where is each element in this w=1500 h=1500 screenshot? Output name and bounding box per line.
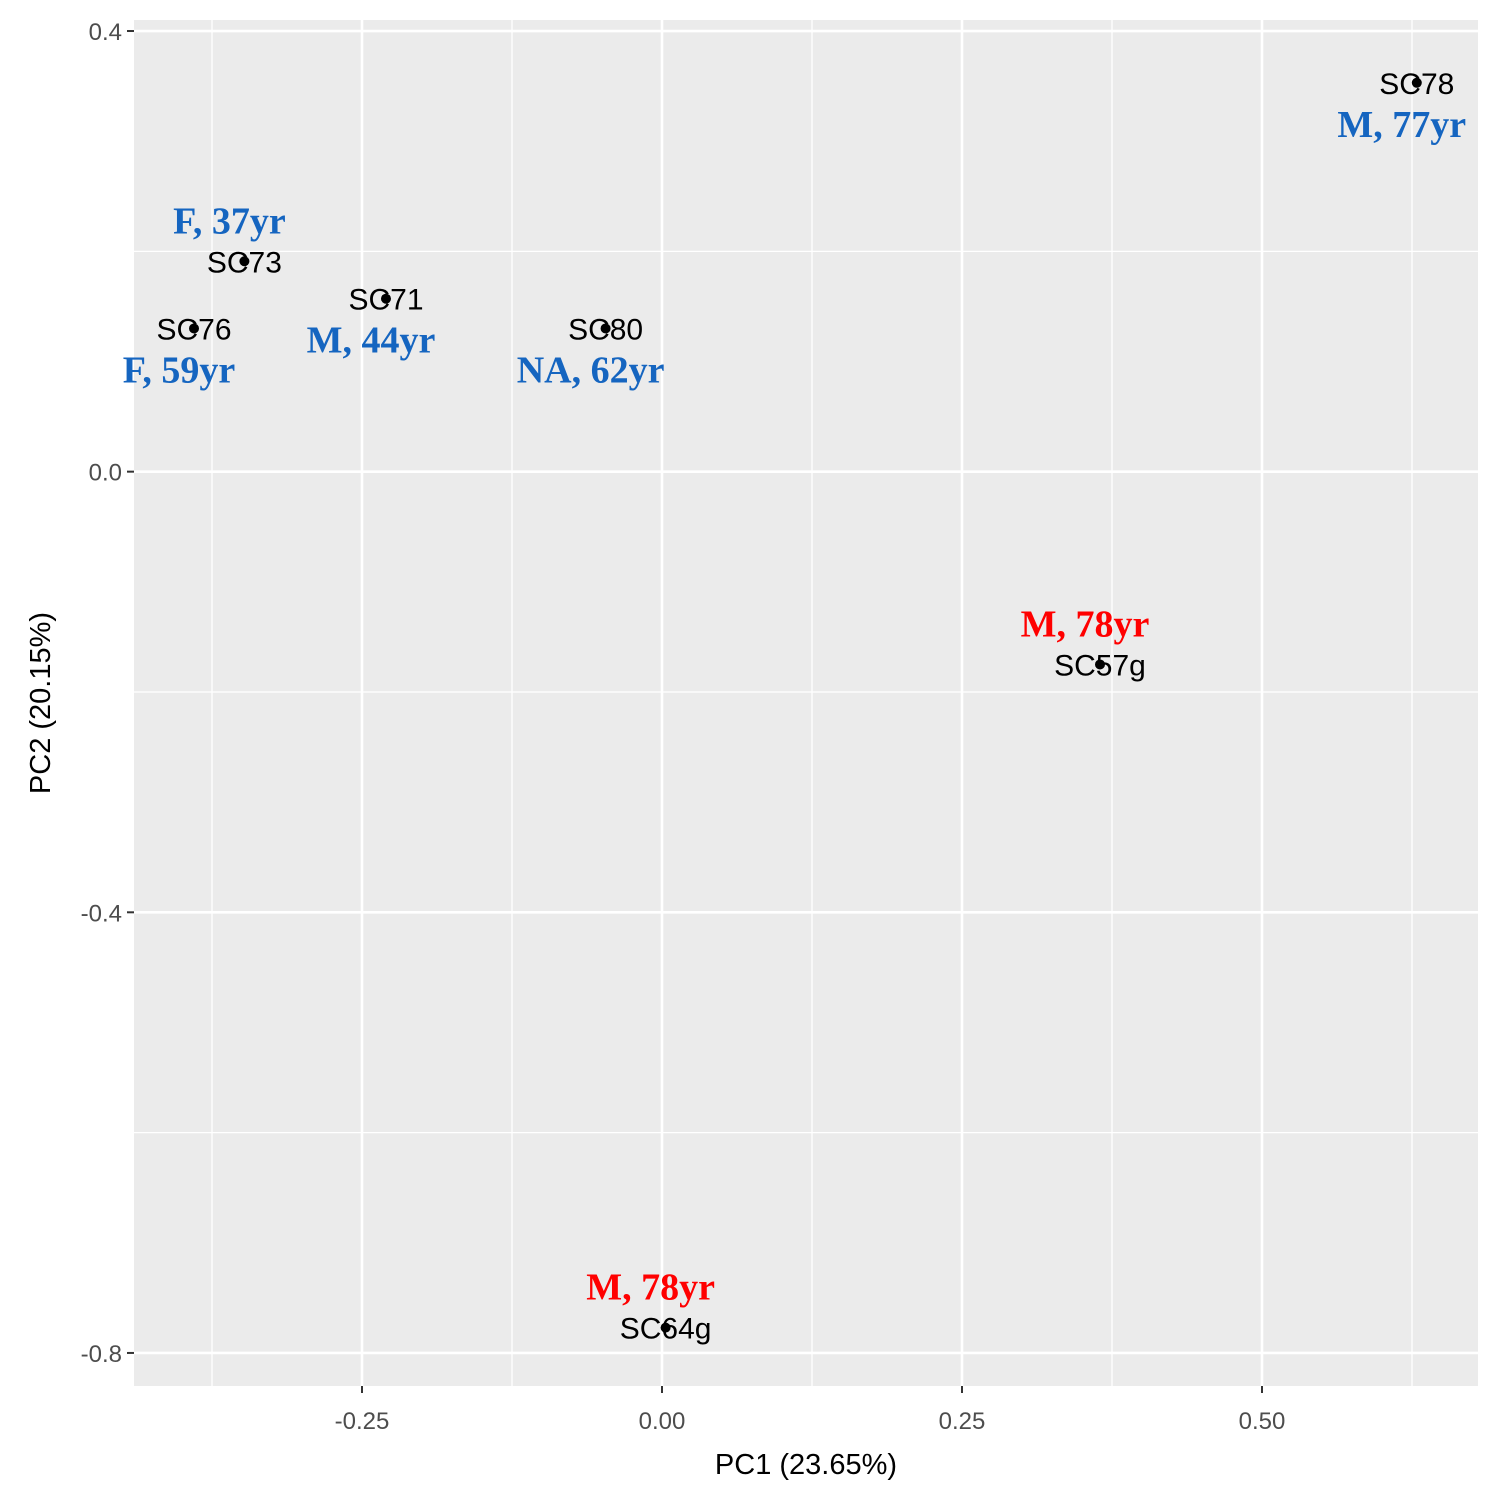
data-point bbox=[1411, 77, 1422, 88]
x-tick-label: 0.25 bbox=[939, 1408, 986, 1435]
point-annotation: M, 78yr bbox=[1021, 603, 1150, 645]
y-tick-label: -0.8 bbox=[81, 1341, 122, 1368]
x-tick-label: 0.00 bbox=[639, 1408, 686, 1435]
axis-ticks bbox=[127, 30, 1263, 1393]
point-label: SC76 bbox=[156, 313, 231, 346]
point-annotation: NA, 62yr bbox=[517, 349, 665, 391]
point-annotations: M, 77yr F, 37yr M, 44yr F, 59yr NA, 62yr M, 7… bbox=[123, 104, 1467, 1309]
data-points bbox=[189, 77, 1422, 1333]
point-annotation: M, 78yr bbox=[586, 1267, 715, 1309]
point-labels: SC78 SC73 SC71 SC76 SC80 SC57g SC64g bbox=[156, 68, 1454, 1346]
y-tick-label: 0.4 bbox=[89, 19, 122, 46]
y-axis-title: PC2 (20.15%) bbox=[25, 612, 57, 794]
point-annotation: M, 44yr bbox=[307, 320, 436, 362]
data-point bbox=[660, 1322, 671, 1333]
minor-gridlines bbox=[134, 20, 1478, 1386]
data-point bbox=[189, 323, 199, 334]
data-point bbox=[239, 256, 250, 267]
point-annotation: M, 77yr bbox=[1337, 104, 1466, 146]
x-tick-label: 0.50 bbox=[1239, 1408, 1286, 1435]
x-axis-title: PC1 (23.65%) bbox=[715, 1449, 897, 1481]
major-gridlines bbox=[134, 20, 1478, 1386]
plot-panel bbox=[134, 20, 1478, 1386]
point-label: SC57g bbox=[1054, 649, 1146, 682]
point-annotation: F, 59yr bbox=[123, 349, 236, 391]
data-point bbox=[381, 293, 391, 304]
tick-labels: -0.25 0.00 0.25 0.50 0.4 0.0 -0.4 -0.8 bbox=[81, 19, 1286, 1435]
point-label: SC73 bbox=[207, 246, 282, 279]
point-label: SC64g bbox=[620, 1313, 712, 1346]
point-label: SC80 bbox=[568, 313, 643, 346]
y-tick-label: 0.0 bbox=[89, 460, 122, 487]
point-annotation: F, 37yr bbox=[173, 200, 286, 242]
point-label: SC78 bbox=[1379, 68, 1454, 101]
y-tick-label: -0.4 bbox=[81, 900, 122, 927]
data-point bbox=[600, 323, 611, 334]
data-point bbox=[1095, 659, 1105, 670]
x-tick-label: -0.25 bbox=[335, 1408, 390, 1435]
point-label: SC71 bbox=[348, 284, 423, 317]
